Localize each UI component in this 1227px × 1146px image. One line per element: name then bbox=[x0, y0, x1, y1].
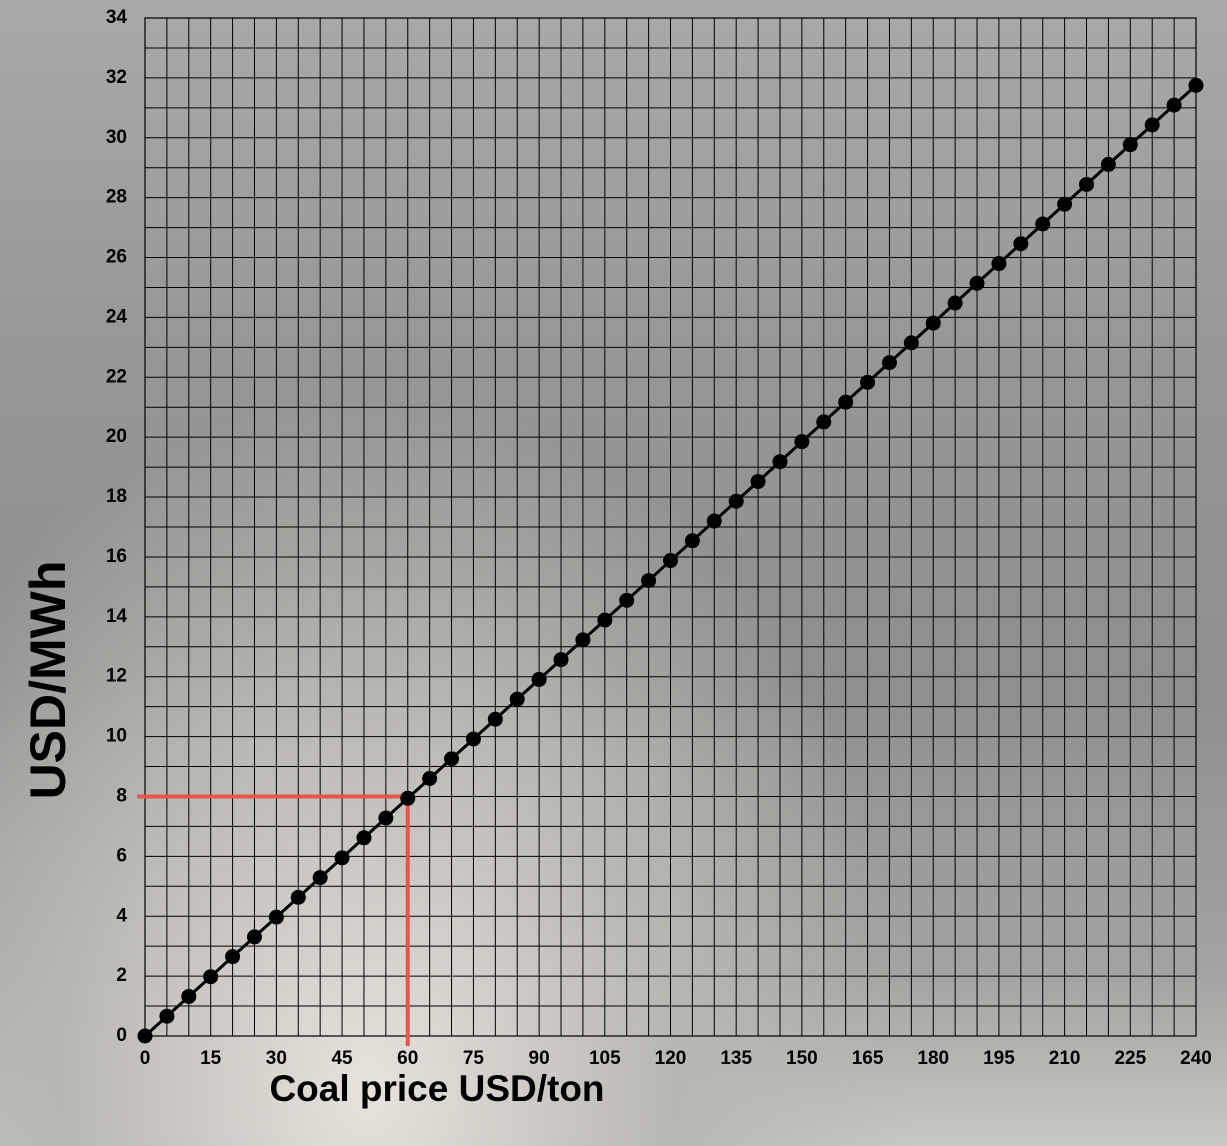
x-tick-label: 150 bbox=[786, 1048, 818, 1069]
point bbox=[246, 929, 262, 945]
point bbox=[619, 592, 635, 608]
point bbox=[1188, 77, 1204, 93]
y-tick-label: 20 bbox=[106, 426, 127, 447]
x-tick-label: 90 bbox=[529, 1048, 550, 1069]
point bbox=[225, 949, 241, 965]
y-axis-title: USD/MWh bbox=[20, 561, 76, 800]
point bbox=[1166, 97, 1182, 113]
point bbox=[794, 434, 810, 450]
x-tick-label: 195 bbox=[983, 1048, 1015, 1069]
y-tick-label: 32 bbox=[106, 67, 127, 88]
y-tick-label: 8 bbox=[116, 785, 127, 806]
y-tick-label: 4 bbox=[116, 905, 127, 926]
point bbox=[444, 751, 460, 767]
point bbox=[663, 553, 678, 569]
point bbox=[706, 513, 722, 529]
x-tick-label: 15 bbox=[200, 1048, 222, 1069]
y-tick-label: 22 bbox=[106, 366, 127, 387]
point bbox=[728, 493, 744, 509]
x-tick-label: 60 bbox=[397, 1048, 418, 1069]
point bbox=[1100, 156, 1116, 172]
x-tick-label: 105 bbox=[589, 1048, 621, 1069]
x-tick-label: 0 bbox=[140, 1048, 151, 1069]
point bbox=[684, 533, 700, 549]
x-tick-label: 135 bbox=[720, 1048, 752, 1069]
point bbox=[991, 256, 1007, 272]
point bbox=[312, 870, 328, 886]
x-tick-label: 180 bbox=[917, 1048, 949, 1069]
point bbox=[159, 1008, 175, 1024]
point bbox=[356, 830, 372, 846]
point bbox=[903, 335, 919, 351]
x-tick-label: 75 bbox=[463, 1048, 485, 1069]
y-tick-label: 24 bbox=[106, 306, 128, 327]
point bbox=[553, 652, 569, 668]
y-tick-label: 10 bbox=[106, 726, 127, 747]
point bbox=[1144, 117, 1160, 133]
x-axis-title: Coal price USD/ton bbox=[269, 1068, 604, 1109]
point bbox=[334, 850, 350, 866]
point bbox=[575, 632, 591, 648]
point bbox=[378, 810, 394, 826]
point bbox=[860, 374, 876, 390]
y-tick-label: 12 bbox=[106, 666, 127, 687]
point bbox=[969, 275, 985, 291]
x-tick-label: 30 bbox=[266, 1048, 287, 1069]
y-tick-label: 30 bbox=[106, 127, 127, 148]
x-tick-label: 165 bbox=[852, 1048, 884, 1069]
point bbox=[487, 711, 503, 727]
point bbox=[641, 573, 657, 589]
point bbox=[290, 889, 306, 905]
point bbox=[203, 969, 219, 985]
y-tick-label: 14 bbox=[106, 606, 128, 627]
y-tick-label: 28 bbox=[106, 187, 127, 208]
point bbox=[947, 295, 963, 311]
point bbox=[925, 315, 941, 331]
x-tick-label: 120 bbox=[655, 1048, 687, 1069]
y-tick-label: 18 bbox=[106, 486, 127, 507]
y-tick-label: 34 bbox=[106, 7, 128, 28]
point bbox=[1035, 216, 1051, 232]
point bbox=[465, 731, 481, 747]
y-tick-label: 2 bbox=[116, 965, 127, 986]
point bbox=[1122, 137, 1138, 153]
y-tick-label: 0 bbox=[116, 1025, 127, 1046]
x-tick-label: 210 bbox=[1049, 1048, 1081, 1069]
point bbox=[531, 671, 547, 687]
point bbox=[1057, 196, 1073, 212]
point bbox=[750, 473, 766, 489]
point bbox=[597, 612, 613, 628]
point bbox=[422, 771, 438, 787]
point bbox=[509, 691, 525, 707]
y-tick-label: 6 bbox=[116, 845, 127, 866]
point bbox=[181, 988, 197, 1004]
point bbox=[881, 355, 897, 371]
point bbox=[268, 909, 284, 925]
x-tick-label: 45 bbox=[331, 1048, 353, 1069]
point bbox=[772, 454, 788, 470]
x-tick-label: 225 bbox=[1114, 1048, 1146, 1069]
point bbox=[838, 394, 854, 410]
y-tick-label: 16 bbox=[106, 546, 127, 567]
point bbox=[400, 790, 416, 806]
y-tick-label: 26 bbox=[106, 247, 127, 268]
point bbox=[1013, 236, 1029, 252]
x-tick-label: 240 bbox=[1180, 1048, 1212, 1069]
point bbox=[137, 1028, 153, 1044]
point bbox=[816, 414, 832, 430]
point bbox=[1079, 176, 1095, 192]
